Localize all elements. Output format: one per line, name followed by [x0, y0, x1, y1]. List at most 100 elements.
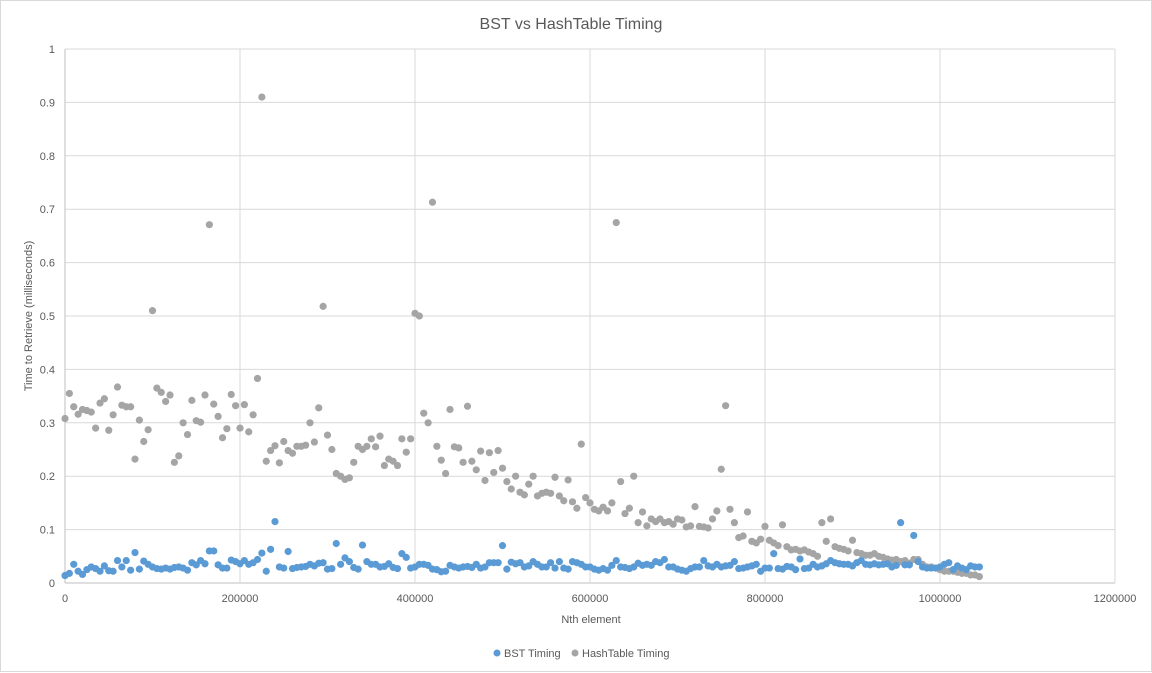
hashtable-point	[201, 391, 209, 399]
hashtable-point	[520, 491, 528, 499]
hashtable-point	[442, 469, 450, 478]
hashtable-point	[757, 535, 765, 543]
bst-point	[442, 567, 450, 575]
hashtable-point	[310, 438, 318, 446]
hashtable-point	[170, 458, 178, 466]
hashtable-point	[717, 465, 725, 473]
hashtable-point	[726, 505, 734, 513]
y-tick-label: 0.4	[40, 364, 55, 376]
x-tick-label: 1000000	[919, 593, 962, 605]
hashtable-point	[468, 457, 476, 465]
hashtable-point	[455, 444, 463, 452]
hashtable-point	[446, 405, 454, 414]
hashtable-point	[459, 458, 467, 466]
y-axis-title: Time to Retrieve (milliseconds)	[23, 241, 35, 392]
bst-point	[223, 564, 231, 572]
hashtable-point	[568, 498, 577, 506]
bst-point	[792, 566, 800, 574]
bst-point	[118, 563, 126, 571]
y-tick-label: 0.5	[40, 311, 55, 323]
bst-point	[210, 547, 218, 555]
hashtable-point	[730, 519, 738, 527]
x-axis-title: Nth element	[561, 614, 620, 626]
hashtable-point	[472, 466, 480, 474]
hashtable-point	[827, 515, 835, 523]
hashtable-point	[415, 312, 423, 320]
hashtable-point	[131, 455, 139, 463]
hashtable-point	[372, 443, 380, 451]
hashtable-point	[175, 452, 183, 460]
series-bst	[61, 517, 983, 580]
bst-point	[65, 569, 73, 577]
hashtable-point	[179, 419, 187, 427]
x-tick-label: 800000	[747, 593, 784, 605]
bst-point	[113, 556, 122, 565]
hashtable-point	[848, 536, 857, 544]
hashtable-point	[722, 402, 730, 410]
hashtable-point	[678, 516, 686, 524]
hashtable-point	[704, 524, 712, 532]
hashtable-point	[621, 509, 629, 518]
hashtable-point	[818, 519, 826, 527]
hashtable-point	[490, 468, 498, 477]
bst-point	[796, 555, 804, 563]
bst-point	[354, 565, 362, 573]
hashtable-point	[477, 447, 485, 455]
bst-point	[332, 539, 340, 548]
hashtable-point	[280, 437, 288, 446]
hashtable-point	[245, 428, 253, 436]
x-tick-label: 1200000	[1094, 593, 1137, 605]
hashtable-point	[630, 472, 638, 480]
hashtable-point	[424, 419, 432, 427]
y-tick-label: 0.1	[40, 525, 55, 537]
hashtable-point	[525, 480, 533, 488]
x-tick-label: 400000	[397, 593, 434, 605]
hashtable-point	[564, 476, 572, 484]
legend-marker-hashtable	[571, 649, 579, 657]
hashtable-point	[844, 547, 852, 555]
hashtable-point	[197, 418, 205, 426]
tick-labels: 0 0.1 0.2 0.3 0.4 0.5 0.6 0.7 0.8 0.9 1 0 200000 4000…	[40, 44, 1137, 605]
hashtable-point	[271, 442, 279, 450]
hashtable-point	[582, 493, 590, 502]
bst-point	[612, 556, 620, 565]
bst-point	[660, 555, 668, 564]
hashtable-point	[92, 424, 100, 432]
hashtable-point	[240, 401, 248, 409]
hashtable-point	[288, 449, 297, 457]
legend-label-hashtable: HashTable Timing	[582, 648, 669, 660]
bst-point	[503, 565, 511, 573]
hashtable-point	[481, 476, 489, 485]
bst-point	[892, 561, 900, 569]
bst-point	[498, 542, 507, 550]
data-points	[61, 93, 983, 581]
bst-point	[770, 550, 778, 558]
hashtable-point	[345, 474, 353, 482]
hashtable-point	[761, 522, 769, 530]
bst-point	[358, 541, 367, 549]
bst-point	[345, 558, 353, 566]
bst-point	[267, 545, 275, 553]
hashtable-point	[507, 485, 515, 493]
hashtable-point	[148, 307, 157, 315]
hashtable-point	[743, 508, 752, 516]
bst-point	[765, 564, 773, 572]
hashtable-point	[586, 499, 594, 507]
hashtable-point	[669, 520, 677, 528]
bst-point	[402, 553, 410, 561]
hashtable-point	[65, 389, 73, 398]
hashtable-point	[463, 402, 472, 410]
hashtable-point	[687, 522, 695, 530]
bst-point	[280, 564, 288, 572]
x-tick-label: 600000	[572, 593, 609, 605]
hashtable-point	[380, 461, 388, 470]
hashtable-point	[376, 432, 384, 440]
hashtable-point	[267, 446, 275, 455]
bst-point	[555, 558, 563, 566]
bst-point	[730, 558, 738, 566]
bst-point	[262, 567, 270, 575]
hashtable-point	[713, 507, 721, 515]
bst-point	[975, 563, 983, 571]
hashtable-point	[258, 93, 266, 101]
